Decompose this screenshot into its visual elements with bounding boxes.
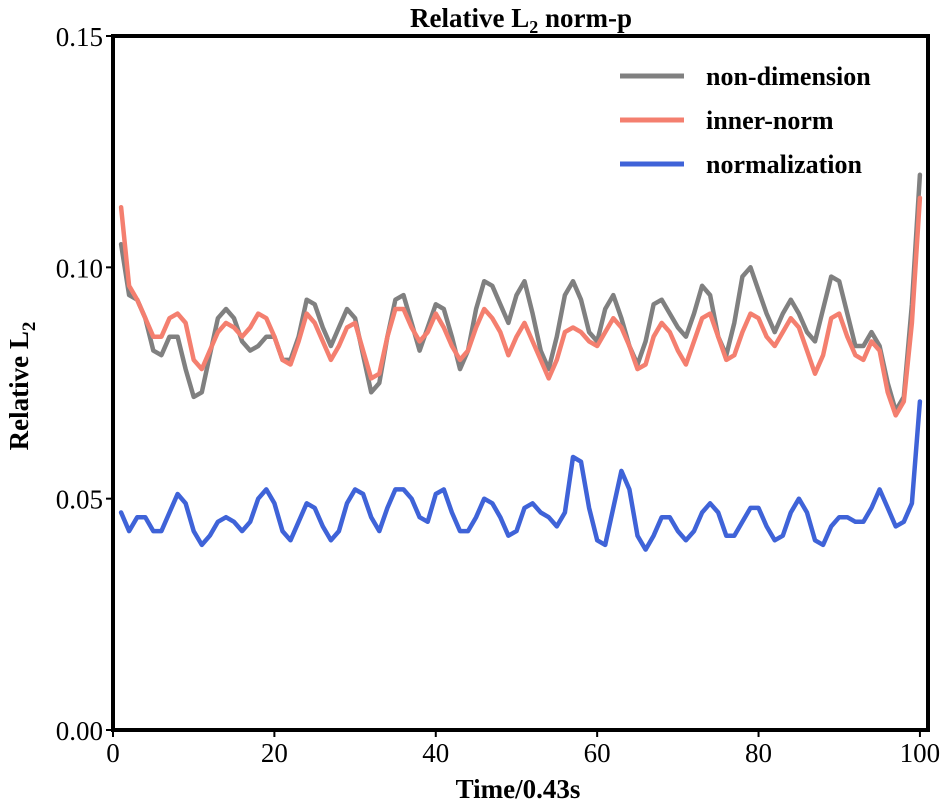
y-tick-label: 0.10 xyxy=(56,253,103,283)
legend: non-dimension inner-norm normalization xyxy=(620,62,871,179)
y-axis-title-subscript: 2 xyxy=(19,322,40,332)
legend-label: normalization xyxy=(706,150,863,179)
series-line-non-dimension xyxy=(118,172,923,414)
x-tick-label: 40 xyxy=(422,738,449,768)
chart-title-subscript: 2 xyxy=(529,17,538,37)
x-tick-label: 20 xyxy=(261,738,288,768)
y-tick-label: 0.15 xyxy=(56,22,103,52)
legend-label: non-dimension xyxy=(706,62,871,91)
y-tick-label: 0.00 xyxy=(56,716,103,746)
x-tick-label: 60 xyxy=(584,738,611,768)
x-tick-label: 80 xyxy=(745,738,772,768)
chart-title-main: Relative L xyxy=(410,3,529,33)
axis-ticks: 0 20 40 60 80 100 0.00 0.05 0.10 0.15 xyxy=(56,22,940,768)
series-line-normalization xyxy=(118,399,923,552)
y-axis-title-main: Relative L xyxy=(4,331,34,450)
y-axis-title: Relative L2 xyxy=(4,322,40,451)
x-tick-label: 0 xyxy=(106,738,120,768)
series-line-inner-norm xyxy=(118,195,923,418)
y-tick-label: 0.05 xyxy=(56,485,103,515)
chart-title-tail: norm-p xyxy=(538,3,632,33)
series-layer xyxy=(118,172,923,552)
chart-title: Relative L2 norm-p xyxy=(410,3,632,37)
x-axis-title: Time/0.43s xyxy=(456,774,581,804)
legend-label: inner-norm xyxy=(706,106,834,135)
plot-frame xyxy=(111,34,930,732)
x-tick-label: 100 xyxy=(900,738,941,768)
